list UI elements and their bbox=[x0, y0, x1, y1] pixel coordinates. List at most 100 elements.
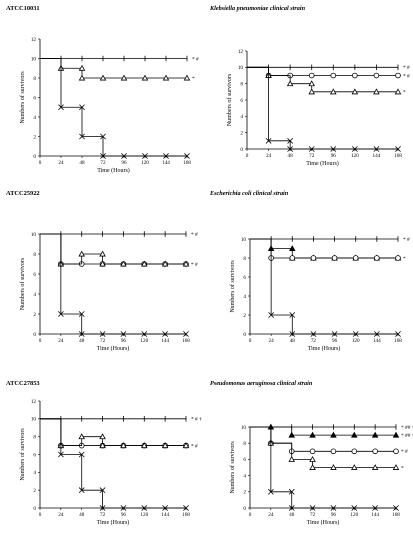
data-point bbox=[351, 448, 358, 455]
significance-label: * # bbox=[403, 65, 410, 71]
data-point bbox=[309, 431, 316, 438]
x-tick-label: 120 bbox=[351, 153, 359, 159]
y-tick-label: 0 bbox=[240, 147, 243, 153]
data-point bbox=[371, 431, 379, 438]
data-point bbox=[330, 448, 337, 455]
x-tick-label: 24 bbox=[58, 160, 64, 166]
x-tick-label: 0 bbox=[39, 338, 42, 344]
data-point bbox=[99, 74, 107, 81]
data-point bbox=[78, 451, 85, 458]
data-point bbox=[373, 88, 380, 95]
data-point bbox=[352, 255, 359, 261]
data-point bbox=[58, 104, 64, 111]
significance-label: * bbox=[401, 465, 404, 471]
data-point bbox=[78, 74, 86, 81]
series-plus: * # bbox=[247, 64, 410, 71]
significance-label: * # bbox=[191, 443, 198, 449]
x-tick-label: 120 bbox=[140, 512, 148, 518]
x-tick-label: 96 bbox=[331, 512, 337, 518]
data-point bbox=[99, 250, 106, 257]
data-point bbox=[120, 260, 127, 267]
x-tick-label: 0 bbox=[39, 160, 42, 166]
y-tick-label: 6 bbox=[243, 275, 246, 281]
significance-label: * ## † bbox=[401, 425, 413, 431]
series-x bbox=[40, 418, 189, 511]
data-point bbox=[99, 433, 106, 440]
x-tick-label: 144 bbox=[371, 512, 379, 518]
significance-label: * # † bbox=[191, 417, 202, 423]
x-tick-label: 48 bbox=[79, 338, 85, 344]
y-tick-label: 8 bbox=[243, 441, 246, 447]
chart-panel-2: Klebsiella pneumoniae clinical strain024… bbox=[209, 5, 410, 167]
x-tick-label: 96 bbox=[331, 153, 337, 159]
y-tick-label: 12 bbox=[31, 399, 37, 405]
data-point bbox=[120, 442, 127, 449]
data-point bbox=[372, 448, 378, 455]
data-point bbox=[395, 255, 401, 261]
x-tick-label: 72 bbox=[100, 338, 106, 344]
significance-label: * # bbox=[403, 237, 410, 243]
x-tick-label: 120 bbox=[350, 512, 358, 518]
x-axis-label: Time (Hours) bbox=[306, 160, 339, 167]
x-tick-label: 144 bbox=[162, 160, 170, 166]
series-plus: * ## † bbox=[250, 424, 413, 431]
series-line bbox=[40, 233, 186, 335]
data-point bbox=[330, 88, 337, 95]
series-line bbox=[250, 426, 396, 468]
data-point bbox=[268, 312, 275, 318]
data-point bbox=[100, 153, 106, 159]
data-point bbox=[310, 255, 317, 261]
significance-label: * # bbox=[401, 449, 408, 455]
data-point bbox=[308, 146, 315, 152]
x-tick-label: 168 bbox=[182, 512, 190, 518]
chart-title: Pseudomonas aeruginosa clinical strain bbox=[210, 380, 313, 387]
data-point bbox=[371, 464, 379, 470]
data-point bbox=[183, 505, 189, 511]
y-tick-label: 4 bbox=[243, 473, 246, 479]
significance-label: * bbox=[403, 90, 406, 96]
x-tick-label: 0 bbox=[39, 512, 42, 518]
x-tick-label: 48 bbox=[79, 160, 85, 166]
series-circle: * # bbox=[40, 233, 198, 268]
data-point bbox=[288, 431, 295, 438]
chart-title: ATCC25922 bbox=[6, 190, 40, 197]
series-line bbox=[40, 418, 186, 446]
x-tick-label: 144 bbox=[373, 153, 381, 159]
series-plus: * # bbox=[40, 55, 199, 62]
y-axis-label: Numbers of survivors bbox=[19, 257, 26, 310]
data-point bbox=[78, 311, 85, 317]
y-axis-label: Numbers of survivors bbox=[19, 428, 26, 481]
y-tick-label: 10 bbox=[241, 237, 247, 243]
y-tick-label: 2 bbox=[243, 313, 246, 319]
y-tick-label: 8 bbox=[33, 434, 36, 440]
x-tick-label: 168 bbox=[394, 338, 402, 344]
y-tick-label: 10 bbox=[238, 65, 244, 71]
data-point bbox=[182, 260, 190, 267]
y-tick-label: 6 bbox=[33, 272, 36, 278]
data-point bbox=[161, 442, 169, 449]
series-triangle bbox=[40, 233, 190, 267]
data-point bbox=[395, 72, 401, 79]
y-tick-label: 2 bbox=[243, 490, 246, 496]
data-point bbox=[289, 331, 296, 337]
series-triangle: * bbox=[40, 58, 195, 82]
data-point bbox=[141, 442, 148, 449]
x-axis-label: Time (Hours) bbox=[307, 519, 340, 526]
data-point bbox=[141, 74, 149, 81]
data-point bbox=[162, 505, 169, 511]
y-tick-label: 2 bbox=[33, 134, 36, 140]
data-point bbox=[184, 153, 190, 159]
y-tick-label: 12 bbox=[31, 37, 37, 43]
data-point bbox=[308, 72, 315, 79]
data-point bbox=[99, 260, 106, 267]
data-point bbox=[352, 72, 358, 79]
significance-label: * # bbox=[191, 262, 198, 268]
y-tick-label: 8 bbox=[240, 81, 243, 87]
y-tick-label: 2 bbox=[33, 312, 36, 318]
significance-label: * # bbox=[403, 73, 410, 79]
data-point bbox=[310, 331, 317, 337]
x-tick-label: 0 bbox=[249, 338, 252, 344]
data-point bbox=[392, 464, 400, 470]
data-point bbox=[79, 133, 85, 140]
